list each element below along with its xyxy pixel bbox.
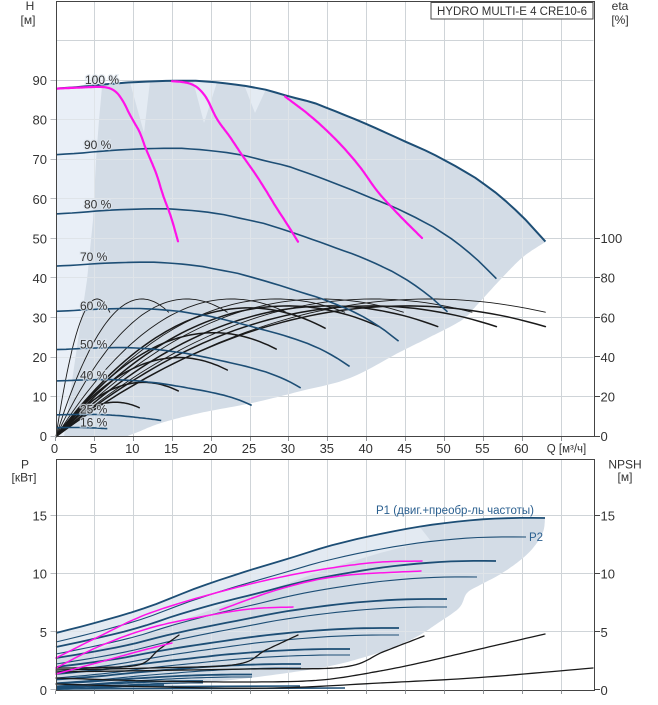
svg-text:P1 (двиг.+преобр-ль частоты): P1 (двиг.+преобр-ль частоты)	[376, 505, 534, 517]
svg-text:10: 10	[125, 441, 139, 456]
svg-text:Q [м³/ч]: Q [м³/ч]	[547, 444, 586, 456]
svg-text:15: 15	[33, 508, 47, 523]
svg-text:0: 0	[40, 683, 47, 698]
svg-text:30: 30	[281, 441, 295, 456]
svg-text:20: 20	[601, 390, 615, 405]
svg-text:100 %: 100 %	[85, 73, 119, 87]
svg-text:0: 0	[40, 429, 47, 444]
svg-text:[м]: [м]	[21, 13, 36, 27]
svg-text:10: 10	[33, 390, 47, 405]
svg-text:20: 20	[203, 441, 217, 456]
svg-text:100: 100	[601, 231, 623, 246]
svg-text:0: 0	[51, 441, 58, 456]
svg-text:70 %: 70 %	[80, 250, 108, 264]
svg-text:H: H	[26, 0, 35, 13]
svg-text:50 %: 50 %	[80, 338, 108, 352]
svg-text:5: 5	[601, 625, 608, 640]
svg-text:60: 60	[33, 192, 47, 207]
svg-text:90 %: 90 %	[84, 138, 112, 152]
svg-text:20: 20	[33, 350, 47, 365]
svg-text:[%]: [%]	[611, 13, 628, 27]
svg-text:70: 70	[33, 152, 47, 167]
svg-text:40: 40	[358, 441, 372, 456]
svg-text:80: 80	[601, 271, 615, 286]
svg-text:10: 10	[33, 567, 47, 582]
svg-text:10: 10	[601, 567, 615, 582]
svg-text:60: 60	[601, 310, 615, 325]
svg-text:25 %: 25 %	[80, 403, 108, 417]
svg-text:NPSH: NPSH	[608, 458, 641, 472]
svg-text:40: 40	[33, 271, 47, 286]
svg-text:0: 0	[601, 429, 608, 444]
svg-text:55: 55	[475, 441, 489, 456]
svg-text:5: 5	[40, 625, 47, 640]
svg-text:50: 50	[33, 231, 47, 246]
svg-text:40 %: 40 %	[80, 369, 108, 383]
svg-text:40: 40	[601, 350, 615, 365]
svg-text:15: 15	[164, 441, 178, 456]
svg-text:P2: P2	[529, 532, 543, 544]
svg-text:HYDRO MULTI-E 4 CRE10-6: HYDRO MULTI-E 4 CRE10-6	[437, 6, 587, 18]
svg-text:60: 60	[514, 441, 528, 456]
svg-text:60 %: 60 %	[80, 299, 108, 313]
svg-text:15: 15	[601, 508, 615, 523]
svg-text:[м]: [м]	[618, 470, 633, 484]
svg-text:0: 0	[601, 683, 608, 698]
svg-text:30: 30	[33, 311, 47, 326]
svg-text:5: 5	[90, 441, 97, 456]
svg-text:80 %: 80 %	[84, 198, 112, 212]
svg-text:16 %: 16 %	[80, 416, 108, 430]
svg-text:P: P	[21, 458, 29, 472]
svg-text:[кВт]: [кВт]	[11, 471, 36, 485]
svg-text:35: 35	[320, 441, 334, 456]
svg-text:90: 90	[33, 73, 47, 88]
svg-text:25: 25	[242, 441, 256, 456]
svg-text:45: 45	[397, 441, 411, 456]
svg-text:eta: eta	[612, 0, 629, 13]
svg-text:50: 50	[436, 441, 450, 456]
svg-text:80: 80	[33, 113, 47, 128]
